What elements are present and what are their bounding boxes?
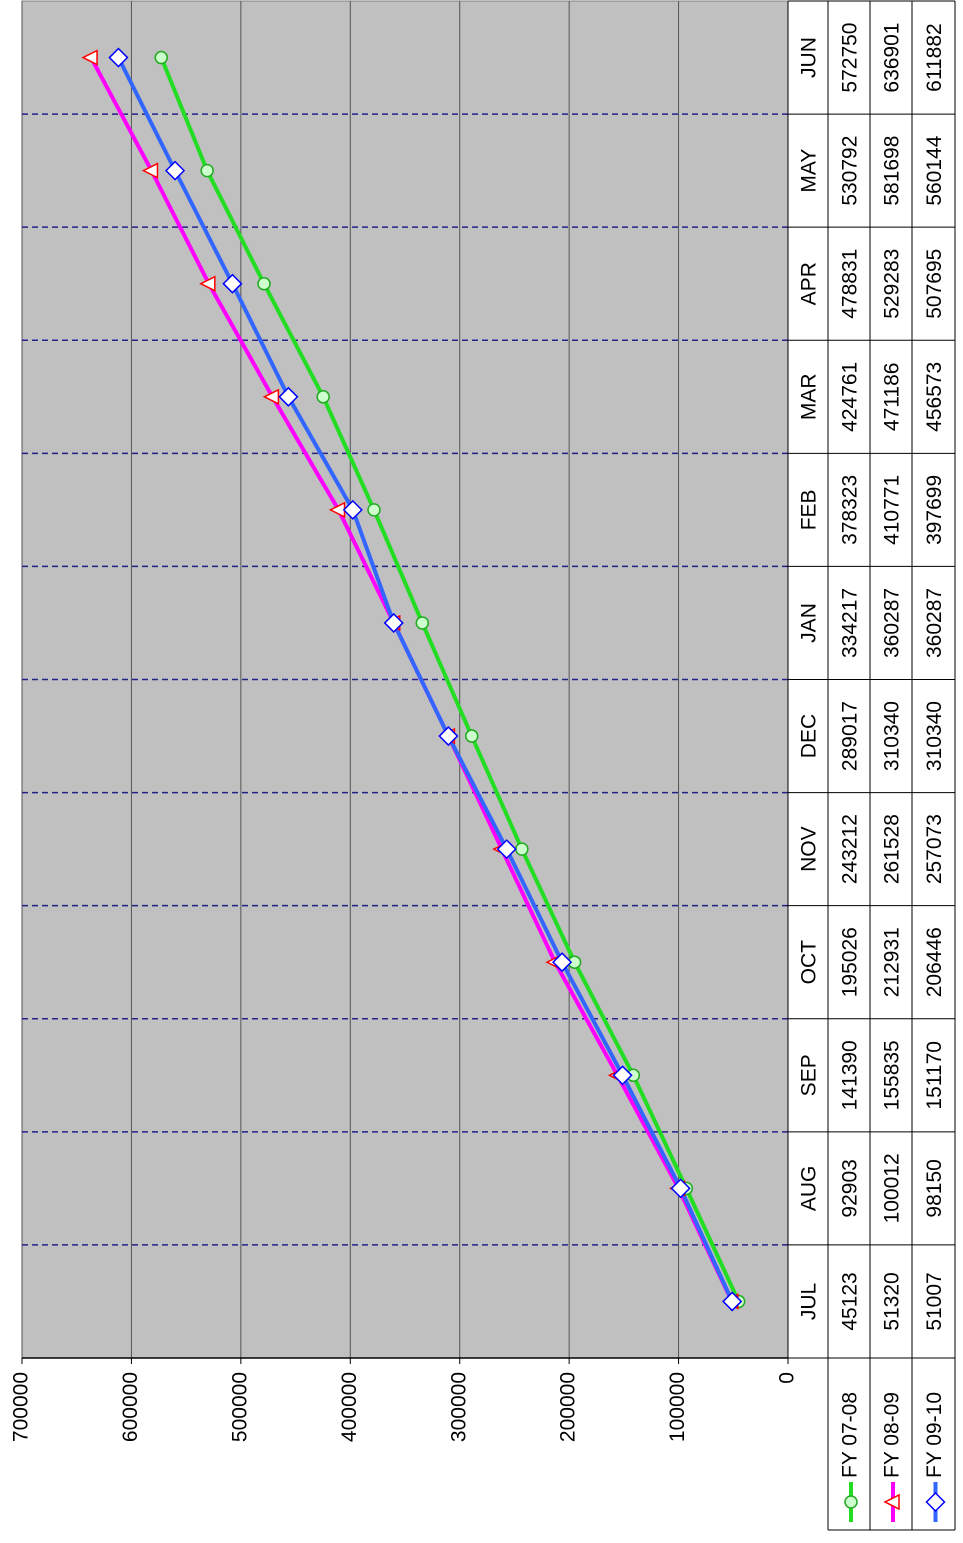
table-value: 310340: [923, 701, 946, 771]
table-value: 636901: [881, 23, 904, 93]
point: [164, 160, 186, 181]
point: [222, 273, 243, 294]
point: [925, 1491, 946, 1513]
point: [108, 47, 129, 68]
point: [367, 503, 381, 517]
point: [438, 725, 459, 747]
table-value: 261528: [881, 814, 904, 884]
x-tick-label: AUG: [798, 1166, 821, 1212]
table-value: 397699: [923, 475, 946, 545]
point: [200, 163, 214, 178]
point: [670, 1178, 691, 1199]
table-value: 507695: [923, 249, 946, 319]
table-value: 51320: [881, 1272, 904, 1330]
point: [464, 729, 479, 743]
table-value: 155835: [881, 1040, 904, 1110]
table-value: 378323: [839, 475, 862, 545]
point: [154, 50, 168, 65]
table-value: 289017: [839, 701, 862, 771]
y-tick-label: 500000: [228, 1372, 251, 1442]
table-value: 151170: [923, 1041, 946, 1110]
x-tick-label: MAR: [798, 373, 821, 420]
point: [257, 276, 271, 291]
table-value: 98150: [923, 1159, 946, 1217]
table-value: 410771: [881, 475, 904, 545]
table-value: 310340: [881, 701, 904, 771]
point: [612, 1065, 633, 1086]
point: [883, 1493, 900, 1511]
table-value: 529283: [881, 249, 904, 319]
x-tick-label: FEB: [798, 489, 821, 530]
point: [316, 390, 330, 404]
y-tick-label: 600000: [119, 1372, 142, 1442]
table-value: 611882: [923, 23, 946, 92]
x-tick-label: APR: [798, 262, 821, 305]
point: [515, 842, 529, 856]
x-tick-label: OCT: [798, 940, 821, 985]
point: [415, 616, 430, 630]
point: [552, 952, 573, 973]
y-tick-label: 100000: [666, 1372, 689, 1442]
x-tick-label: JAN: [798, 603, 821, 643]
table-value: 334217: [839, 588, 862, 658]
point: [342, 499, 363, 520]
point: [496, 839, 517, 860]
point: [278, 386, 299, 407]
table-value: 206446: [923, 927, 946, 997]
table-value: 100012: [881, 1153, 904, 1223]
point: [199, 275, 216, 292]
point: [141, 162, 159, 179]
x-tick-label: SEP: [798, 1054, 821, 1096]
table-value: 572750: [839, 23, 862, 93]
table-value: 141390: [839, 1040, 862, 1110]
table-value: 360287: [923, 588, 946, 658]
table-value: 560144: [923, 135, 946, 205]
point: [81, 49, 98, 66]
table-value: 456573: [923, 362, 946, 432]
table-value: 257073: [923, 814, 946, 884]
y-tick-label: 400000: [338, 1372, 361, 1442]
table-value: 212931: [881, 927, 904, 997]
table-value: 478831: [839, 249, 862, 319]
x-tick-label: JUL: [798, 1283, 821, 1320]
x-tick-label: JUN: [798, 37, 821, 78]
legend-label: FY 09-10: [923, 1392, 946, 1478]
table-value: 51007: [923, 1272, 946, 1330]
y-tick-label: 0: [776, 1372, 799, 1384]
y-tick-label: 200000: [557, 1372, 580, 1442]
y-tick-label: 300000: [447, 1372, 470, 1442]
table-value: 92903: [839, 1159, 862, 1217]
table-value: 45123: [839, 1272, 862, 1330]
x-tick-label: MAY: [798, 149, 821, 193]
table-value: 530792: [839, 136, 862, 206]
series-line: [159, 56, 741, 1303]
x-tick-label: DEC: [798, 714, 821, 758]
x-tick-label: NOV: [798, 826, 821, 872]
point: [383, 612, 404, 634]
series-line: [116, 56, 735, 1303]
y-tick-label: 700000: [10, 1372, 33, 1442]
legend-label: FY 08-09: [881, 1392, 904, 1478]
legend-label: FY 07-08: [839, 1392, 862, 1478]
table-value: 195026: [839, 927, 862, 997]
chart-body: 0 100000 200000 300000 400000 500000 600000 700…: [10, 0, 956, 1531]
point: [722, 1291, 743, 1312]
point: [844, 1495, 858, 1509]
table-value: 360287: [881, 588, 904, 658]
table-value: 243212: [839, 814, 862, 884]
table-value: 471186: [881, 363, 904, 432]
table-value: 424761: [839, 362, 862, 432]
table-value: 581698: [881, 136, 904, 206]
